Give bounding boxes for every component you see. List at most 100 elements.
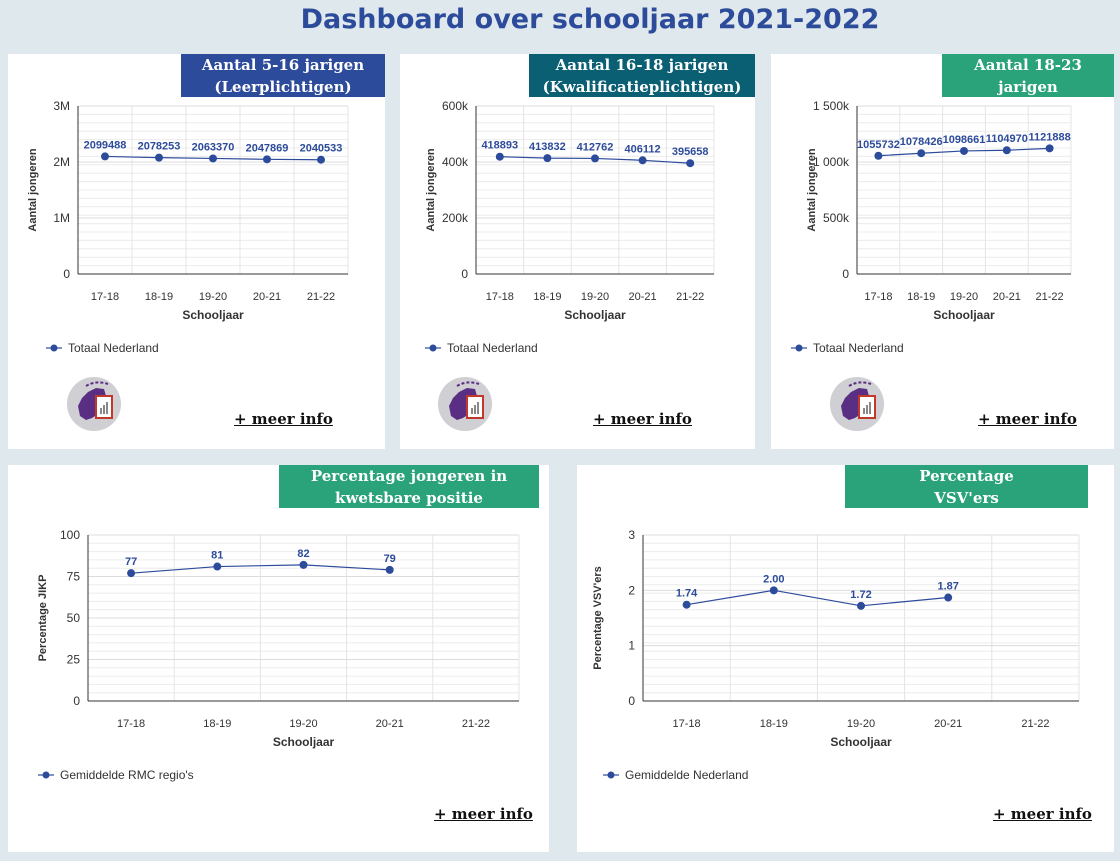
x-axis-title: Schooljaar: [830, 735, 892, 749]
data-label: 1098661: [943, 134, 986, 146]
data-point: [960, 146, 968, 155]
data-point: [101, 152, 109, 161]
data-point: [155, 153, 163, 162]
data-label: 406112: [625, 143, 661, 155]
netherlands-chart-icon: [830, 377, 884, 431]
y-tick-label: 75: [67, 570, 81, 584]
y-axis-title: Percentage VSV'ers: [592, 566, 604, 670]
data-point: [682, 600, 691, 609]
data-point: [543, 154, 552, 163]
more-info-link[interactable]: + meer info: [434, 805, 533, 823]
legend: Totaal Nederland: [425, 341, 538, 355]
x-tick-label: 21-22: [307, 291, 335, 303]
y-tick-label: 0: [842, 267, 849, 281]
data-label: 77: [125, 556, 137, 568]
legend-label: Totaal Nederland: [68, 341, 159, 355]
data-label: 2099488: [84, 139, 127, 151]
x-tick-label: 19-20: [199, 291, 227, 303]
data-label: 1078426: [900, 136, 943, 148]
data-label: 79: [384, 553, 396, 565]
y-tick-label: 100: [60, 528, 80, 542]
y-tick-label: 25: [67, 653, 81, 667]
y-axis-title: Aantal jongeren: [27, 148, 39, 231]
more-info-link[interactable]: + meer info: [993, 805, 1092, 823]
panel-badge-line: Percentage jongeren in: [310, 466, 508, 485]
data-point: [769, 586, 778, 595]
dashboard-panel: Aantal 5-16 jarigen (Leerplichtigen) 0 1M 2M…: [8, 54, 385, 449]
data-label: 418893: [481, 140, 518, 152]
y-tick-label: 2M: [53, 155, 70, 169]
data-label: 2063370: [192, 141, 235, 153]
legend-marker: [429, 344, 437, 352]
more-info-link[interactable]: + meer info: [234, 410, 333, 428]
data-label: 81: [211, 550, 223, 562]
y-axis-title: Percentage JIKP: [37, 575, 49, 662]
line-chart: 0 25 50 75 100 17-18 18-19 19-20 20-21 21-22 Schoo…: [37, 528, 520, 782]
line-chart: 0 500k 1 000k 1 500k 17-18 18-19 19-20 20-21 21-…: [791, 99, 1072, 355]
x-tick-label: 17-18: [117, 718, 145, 730]
panel-badge: Aantal 16-18 jarigen (Kwalificatieplichti…: [529, 54, 755, 97]
x-tick-label: 19-20: [289, 718, 317, 730]
y-tick-label: 1M: [53, 211, 70, 225]
y-tick-label: 0: [628, 694, 635, 708]
panel-badge-line: Aantal 18-23: [974, 55, 1082, 74]
x-axis-title: Schooljaar: [564, 308, 626, 322]
data-label: 1.74: [676, 588, 698, 600]
data-point: [874, 151, 883, 160]
y-tick-label: 600k: [442, 99, 469, 113]
data-point: [1045, 144, 1054, 153]
legend-label: Totaal Nederland: [813, 341, 904, 355]
x-tick-label: 18-19: [907, 291, 935, 303]
dashboard-panel: Percentage VSV'ers 0 1 2 3 17-18 18-19 19-20 20-2…: [577, 465, 1114, 852]
panel-badge-line: (Kwalificatieplichtigen): [542, 77, 742, 96]
y-tick-label: 0: [63, 267, 70, 281]
legend: Gemiddelde RMC regio's: [38, 768, 194, 782]
dashboard-panel: Percentage jongeren in kwetsbare positie 0…: [8, 465, 549, 852]
data-point: [213, 562, 222, 571]
y-tick-label: 0: [73, 694, 80, 708]
panel-badge-line: kwetsbare positie: [335, 488, 483, 507]
x-tick-label: 17-18: [673, 718, 701, 730]
panel-badge-line: Aantal 5-16 jarigen: [201, 55, 365, 74]
more-info-link[interactable]: + meer info: [978, 410, 1077, 428]
x-tick-label: 17-18: [864, 291, 892, 303]
data-label: 1055732: [857, 139, 900, 151]
y-axis-title: Aantal jongeren: [425, 148, 437, 231]
legend-marker: [607, 771, 615, 779]
y-tick-label: 0: [461, 267, 468, 281]
data-point: [944, 593, 953, 602]
x-tick-label: 18-19: [760, 718, 788, 730]
data-point: [1002, 146, 1011, 155]
x-tick-label: 19-20: [847, 718, 875, 730]
x-tick-label: 21-22: [1036, 291, 1064, 303]
netherlands-chart-icon: [438, 377, 492, 431]
data-label: 2078253: [138, 141, 181, 153]
legend-label: Gemiddelde RMC regio's: [60, 768, 194, 782]
y-tick-label: 1 000k: [813, 155, 850, 169]
data-point: [299, 560, 308, 569]
data-label: 2040533: [300, 143, 343, 155]
x-tick-label: 19-20: [581, 291, 609, 303]
y-tick-label: 500k: [823, 211, 850, 225]
x-tick-label: 20-21: [993, 291, 1021, 303]
data-label: 1.72: [850, 589, 871, 601]
y-tick-label: 400k: [442, 155, 469, 169]
x-axis-title: Schooljaar: [182, 308, 244, 322]
x-tick-label: 18-19: [533, 291, 561, 303]
dashboard-panel: Aantal 18-23 jarigen 0 500k 1 000k 1 500k 17-1…: [771, 54, 1114, 449]
data-point: [317, 155, 325, 164]
series-line: [131, 564, 390, 574]
panel-badge: Aantal 5-16 jarigen (Leerplichtigen): [181, 54, 385, 97]
data-label: 2047869: [246, 142, 289, 154]
dashboard-panel: Aantal 16-18 jarigen (Kwalificatieplichti…: [400, 54, 755, 449]
y-tick-label: 2: [628, 583, 635, 597]
data-point: [857, 601, 865, 610]
data-label: 412762: [577, 141, 614, 153]
y-tick-label: 1 500k: [813, 99, 850, 113]
more-info-link[interactable]: + meer info: [593, 410, 692, 428]
y-tick-label: 3M: [53, 99, 70, 113]
x-tick-label: 20-21: [253, 291, 281, 303]
data-point: [495, 152, 504, 161]
data-point: [209, 154, 217, 163]
x-tick-label: 19-20: [950, 291, 978, 303]
